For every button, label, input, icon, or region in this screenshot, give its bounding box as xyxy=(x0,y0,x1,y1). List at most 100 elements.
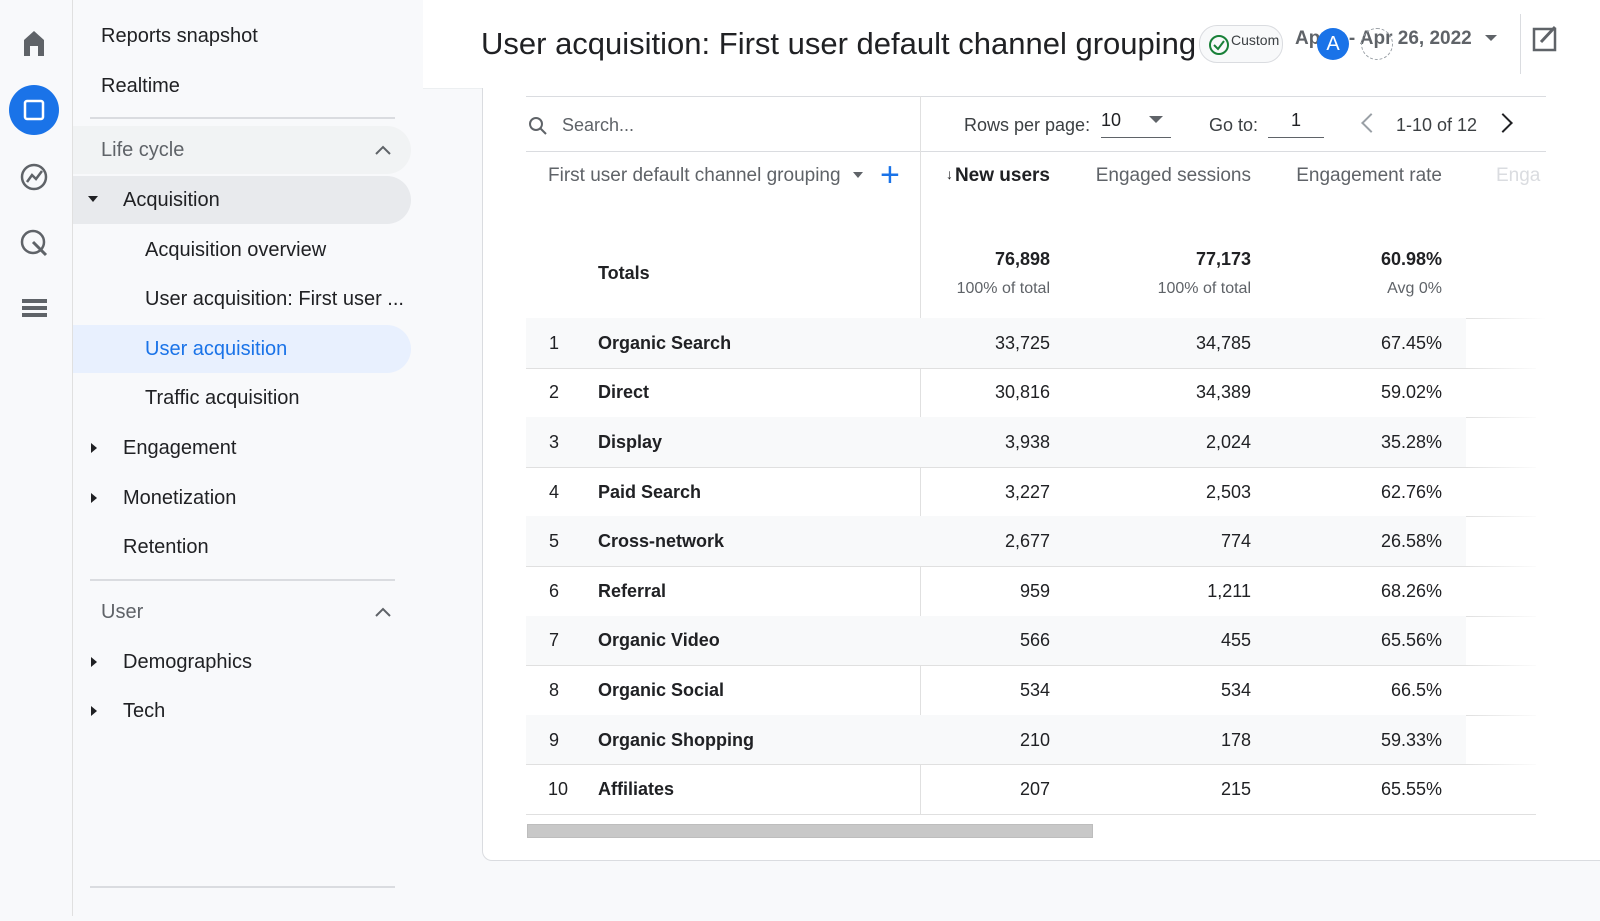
nav-item[interactable]: Monetization xyxy=(123,487,237,509)
next-page[interactable] xyxy=(1493,113,1513,133)
home-icon[interactable] xyxy=(24,31,44,56)
row-label[interactable]: Paid Search xyxy=(598,481,702,502)
row-rank: 5 xyxy=(548,531,559,552)
badge-label: Custom xyxy=(1231,32,1280,48)
row-value: 67.45% xyxy=(1380,332,1442,353)
row-value: 59.02% xyxy=(1380,382,1442,403)
row-value: 26.58% xyxy=(1380,531,1442,552)
column-header[interactable]: New users xyxy=(954,165,1050,186)
sort-arrow: ↓ xyxy=(946,166,953,182)
row-value: 566 xyxy=(1019,630,1050,651)
column-header[interactable]: Enga xyxy=(1496,165,1541,186)
row-value: 455 xyxy=(1220,630,1251,651)
row-value: 534 xyxy=(1019,680,1050,700)
nav-item[interactable]: Traffic acquisition xyxy=(145,387,300,409)
goto-input[interactable]: 1 xyxy=(1268,110,1324,138)
section-title[interactable]: User xyxy=(101,601,144,623)
collapse-icon[interactable] xyxy=(373,604,393,620)
row-value: 33,725 xyxy=(994,332,1050,353)
scrollbar[interactable] xyxy=(527,824,1093,838)
selected-group-bg xyxy=(73,176,411,224)
row-value: 65.56% xyxy=(1380,630,1442,651)
expand-arrow[interactable] xyxy=(89,491,99,505)
row-label[interactable]: Organic Shopping xyxy=(598,729,754,750)
row-value: 30,816 xyxy=(994,382,1050,403)
avatar[interactable]: A xyxy=(1317,28,1349,60)
divider xyxy=(90,117,395,119)
nav-item[interactable]: Demographics xyxy=(123,651,252,673)
nav-item[interactable]: Realtime xyxy=(101,75,180,97)
row-rank: 9 xyxy=(548,729,559,750)
expand-arrow[interactable] xyxy=(89,704,99,718)
row-label[interactable]: Affiliates xyxy=(598,779,675,800)
table-card: Search... Rows per page: 10 Go to: 1 1-10 of … xyxy=(482,88,1600,861)
row-label[interactable]: Direct xyxy=(598,382,650,403)
row-value: 3,227 xyxy=(1004,481,1050,502)
nav-item[interactable]: Engagement xyxy=(123,437,237,459)
nav-item[interactable]: Retention xyxy=(123,536,209,558)
rows-select[interactable]: 10 xyxy=(1101,110,1171,138)
explore-icon[interactable] xyxy=(20,163,48,191)
column-header[interactable]: Engagement rate xyxy=(1296,165,1442,186)
nav-item[interactable]: Acquisition xyxy=(123,189,220,211)
check-icon xyxy=(1209,35,1229,55)
row-value: 65.55% xyxy=(1380,779,1442,800)
badge[interactable]: Custom xyxy=(1199,25,1283,63)
nav-item-active[interactable]: User acquisition xyxy=(145,338,288,360)
row-label[interactable]: Cross-network xyxy=(598,531,725,552)
row-label[interactable]: Organic Video xyxy=(598,630,720,651)
row-value: 68.26% xyxy=(1380,580,1442,601)
collapse-icon[interactable] xyxy=(373,142,393,158)
row-value: 2,024 xyxy=(1205,432,1251,452)
total-note: 100% of total xyxy=(1157,280,1251,297)
rule xyxy=(526,367,1536,369)
dropdown-caret[interactable] xyxy=(1149,116,1163,123)
nav-item[interactable]: Acquisition overview xyxy=(145,239,327,261)
nav-item[interactable]: Tech xyxy=(123,700,166,722)
date-dropdown[interactable] xyxy=(1483,32,1499,44)
nav-item[interactable]: Reports snapshot xyxy=(101,25,258,47)
explore-glyph xyxy=(25,170,43,183)
row-label[interactable]: Referral xyxy=(598,580,667,601)
avatar-placeholder xyxy=(1361,28,1393,60)
row-bg xyxy=(526,615,1466,666)
prev-page[interactable] xyxy=(1361,113,1381,133)
section-title[interactable]: Life cycle xyxy=(101,139,185,161)
expand-arrow[interactable] xyxy=(89,441,99,455)
dropdown-caret[interactable] xyxy=(853,172,863,178)
reports-glyph xyxy=(23,99,45,121)
row-value: 178 xyxy=(1220,729,1251,750)
row-value: 62.76% xyxy=(1380,481,1442,502)
rule xyxy=(526,96,1546,97)
row-bg xyxy=(526,318,1466,368)
expand-arrow[interactable] xyxy=(89,655,99,669)
configure-icon[interactable] xyxy=(22,299,47,317)
row-label[interactable]: Display xyxy=(598,432,663,452)
divider xyxy=(90,886,395,888)
expand-arrow[interactable] xyxy=(87,194,101,206)
search-input[interactable]: Search... xyxy=(562,115,635,135)
row-rank: 8 xyxy=(548,680,559,700)
column-header[interactable]: Engaged sessions xyxy=(1095,165,1251,186)
rule xyxy=(526,566,1536,567)
data-table: Search... Rows per page: 10 Go to: 1 1-10 of … xyxy=(526,88,1600,860)
add-dimension[interactable]: + xyxy=(880,156,900,194)
row-value: 2,503 xyxy=(1205,481,1251,502)
row-value: 34,785 xyxy=(1195,332,1251,353)
reports-icon[interactable] xyxy=(9,85,59,135)
row-value: 59.33% xyxy=(1380,729,1442,750)
page-title: User acquisition: First user default cha… xyxy=(481,26,1197,61)
edit-icon[interactable] xyxy=(1531,24,1561,54)
row-value: 1,211 xyxy=(1207,580,1251,601)
advertising-icon[interactable] xyxy=(20,229,46,255)
column-header[interactable]: First user default channel grouping xyxy=(548,165,841,186)
total-note: 100% of total xyxy=(956,280,1050,297)
row-label[interactable]: Organic Social xyxy=(598,680,725,700)
row-label[interactable]: Organic Search xyxy=(598,332,732,353)
advertising-glyph xyxy=(31,240,48,257)
nav-item[interactable]: User acquisition: First user ... xyxy=(145,288,404,310)
goto-label: Go to: xyxy=(1209,115,1259,135)
row-rank: 3 xyxy=(548,432,559,452)
totals-label: Totals xyxy=(598,263,650,283)
